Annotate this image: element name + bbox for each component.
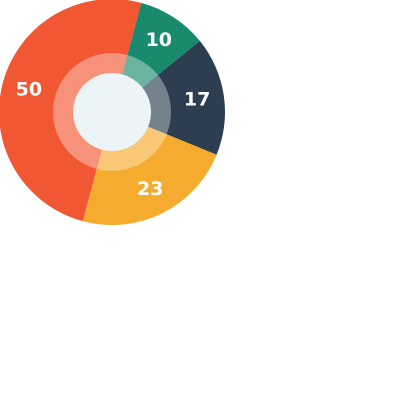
center-disc <box>73 73 151 151</box>
slice-label-50: 50 <box>16 79 42 101</box>
slice-label-23: 23 <box>137 178 163 200</box>
slice-17 <box>112 40 225 155</box>
slice-labels-group: 10 17 23 50 <box>16 29 211 200</box>
slice-50 <box>0 0 142 222</box>
slice-label-17: 17 <box>184 88 210 110</box>
slice-label-10: 10 <box>146 29 172 51</box>
